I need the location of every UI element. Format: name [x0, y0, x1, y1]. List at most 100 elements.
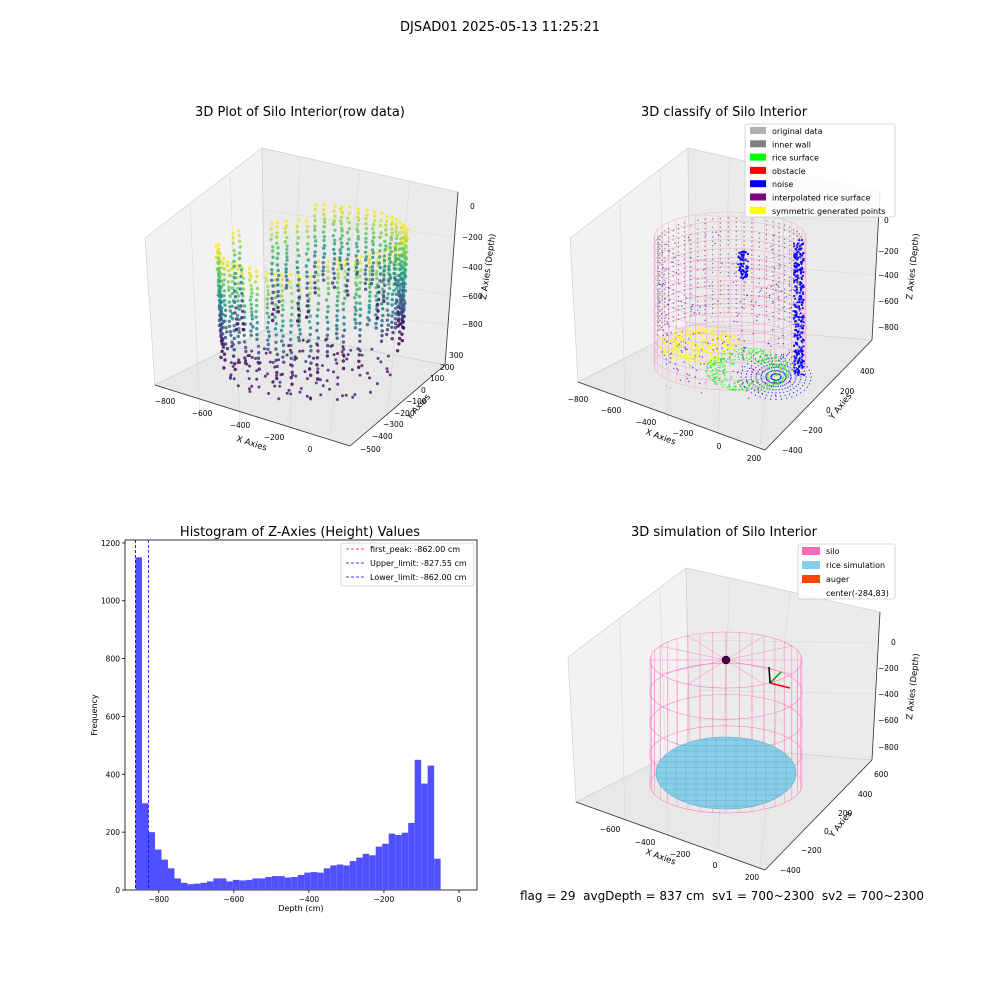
- classify-point: [738, 337, 741, 339]
- classify-point: [741, 330, 743, 332]
- classify-point: [795, 278, 799, 281]
- classify-point: [768, 319, 770, 321]
- raw-point: [270, 268, 274, 272]
- raw-point: [386, 354, 390, 358]
- classify-point: [766, 388, 768, 390]
- raw-point: [232, 348, 236, 352]
- classify-point: [657, 241, 660, 244]
- classify-point: [770, 353, 772, 356]
- classify-point: [748, 358, 751, 361]
- classify-point: [780, 385, 782, 387]
- classify-point: [793, 344, 796, 347]
- classify-point: [763, 382, 765, 384]
- classify-point: [710, 359, 713, 362]
- classify-point: [704, 349, 706, 351]
- classify-point: [715, 384, 718, 386]
- classify-point: [692, 366, 694, 369]
- classify-point: [683, 343, 686, 346]
- classify-point: [657, 282, 660, 284]
- classify-point: [690, 297, 692, 299]
- raw-point: [306, 310, 310, 314]
- classify-point: [704, 285, 706, 288]
- classify-point: [704, 218, 706, 220]
- raw-point: [275, 278, 280, 282]
- classify-point: [677, 336, 680, 339]
- classify-point: [783, 319, 786, 321]
- classify-point: [801, 327, 803, 330]
- classify-point: [694, 355, 697, 357]
- classify-point: [719, 370, 721, 372]
- sim-y-tick: −400: [780, 866, 801, 875]
- raw-point: [313, 250, 317, 254]
- classify-point: [674, 339, 677, 342]
- raw-point: [313, 235, 317, 239]
- raw-point: [354, 283, 359, 287]
- raw-point: [332, 257, 337, 261]
- classify-title: 3D classify of Silo Interior: [641, 105, 808, 120]
- classify-point: [772, 271, 774, 273]
- classify-point: [657, 304, 660, 307]
- classify-point: [683, 239, 686, 242]
- classify-point: [778, 286, 780, 288]
- raw-point: [238, 287, 242, 291]
- legend-label: symmetric generated points: [772, 207, 885, 216]
- raw-point: [240, 298, 244, 303]
- raw-point: [273, 327, 278, 331]
- classify-point: [683, 294, 686, 297]
- classify-point: [747, 389, 749, 391]
- classify-point: [772, 257, 774, 259]
- classify-point: [802, 367, 804, 369]
- classify-point: [657, 255, 660, 257]
- classify-point: [798, 298, 801, 301]
- classify-point: [664, 317, 666, 319]
- classify-point: [770, 285, 772, 288]
- raw-point: [303, 370, 307, 374]
- raw-point: [387, 268, 391, 272]
- raw-point: [358, 339, 362, 343]
- raw-point: [346, 253, 350, 257]
- classify-point: [714, 356, 716, 359]
- classify-point: [698, 330, 701, 333]
- raw-point: [344, 393, 348, 397]
- classify-point: [664, 298, 666, 300]
- classify-point: [787, 353, 789, 356]
- raw-point: [271, 284, 275, 288]
- raw-point: [273, 384, 277, 388]
- classify-point: [704, 319, 706, 322]
- raw-point: [290, 299, 294, 304]
- classify-point: [706, 366, 708, 369]
- raw-point: [255, 369, 259, 373]
- raw-point: [220, 349, 224, 353]
- raw-point: [378, 265, 383, 270]
- classify-point: [772, 221, 774, 223]
- raw-point: [284, 219, 288, 224]
- hist-x-axis-label: Depth (cm): [278, 904, 323, 913]
- classify-point: [789, 381, 791, 383]
- raw-point: [313, 243, 318, 248]
- classify-point: [788, 294, 791, 296]
- raw-point: [382, 299, 386, 303]
- classify-point: [726, 338, 729, 341]
- classify-point: [750, 382, 753, 384]
- raw-point: [316, 349, 320, 353]
- classify-point: [657, 246, 660, 248]
- classify-point: [735, 302, 737, 304]
- classify-point: [751, 267, 753, 270]
- classify-point: [760, 306, 762, 309]
- raw-point: [356, 215, 360, 219]
- raw-point: [248, 390, 252, 393]
- raw-point: [379, 231, 383, 235]
- raw-point: [378, 279, 382, 283]
- classify-point: [743, 377, 746, 379]
- classify-point: [742, 262, 745, 265]
- raw-point: [248, 364, 252, 368]
- classify-point: [677, 295, 680, 298]
- classify-point: [712, 349, 715, 351]
- classify-point: [744, 366, 746, 368]
- raw-point: [336, 272, 340, 276]
- classify-point: [724, 313, 726, 315]
- classify-point: [778, 381, 780, 383]
- classify-point: [778, 258, 780, 261]
- classify-point: [743, 235, 745, 238]
- raw-point: [305, 286, 309, 290]
